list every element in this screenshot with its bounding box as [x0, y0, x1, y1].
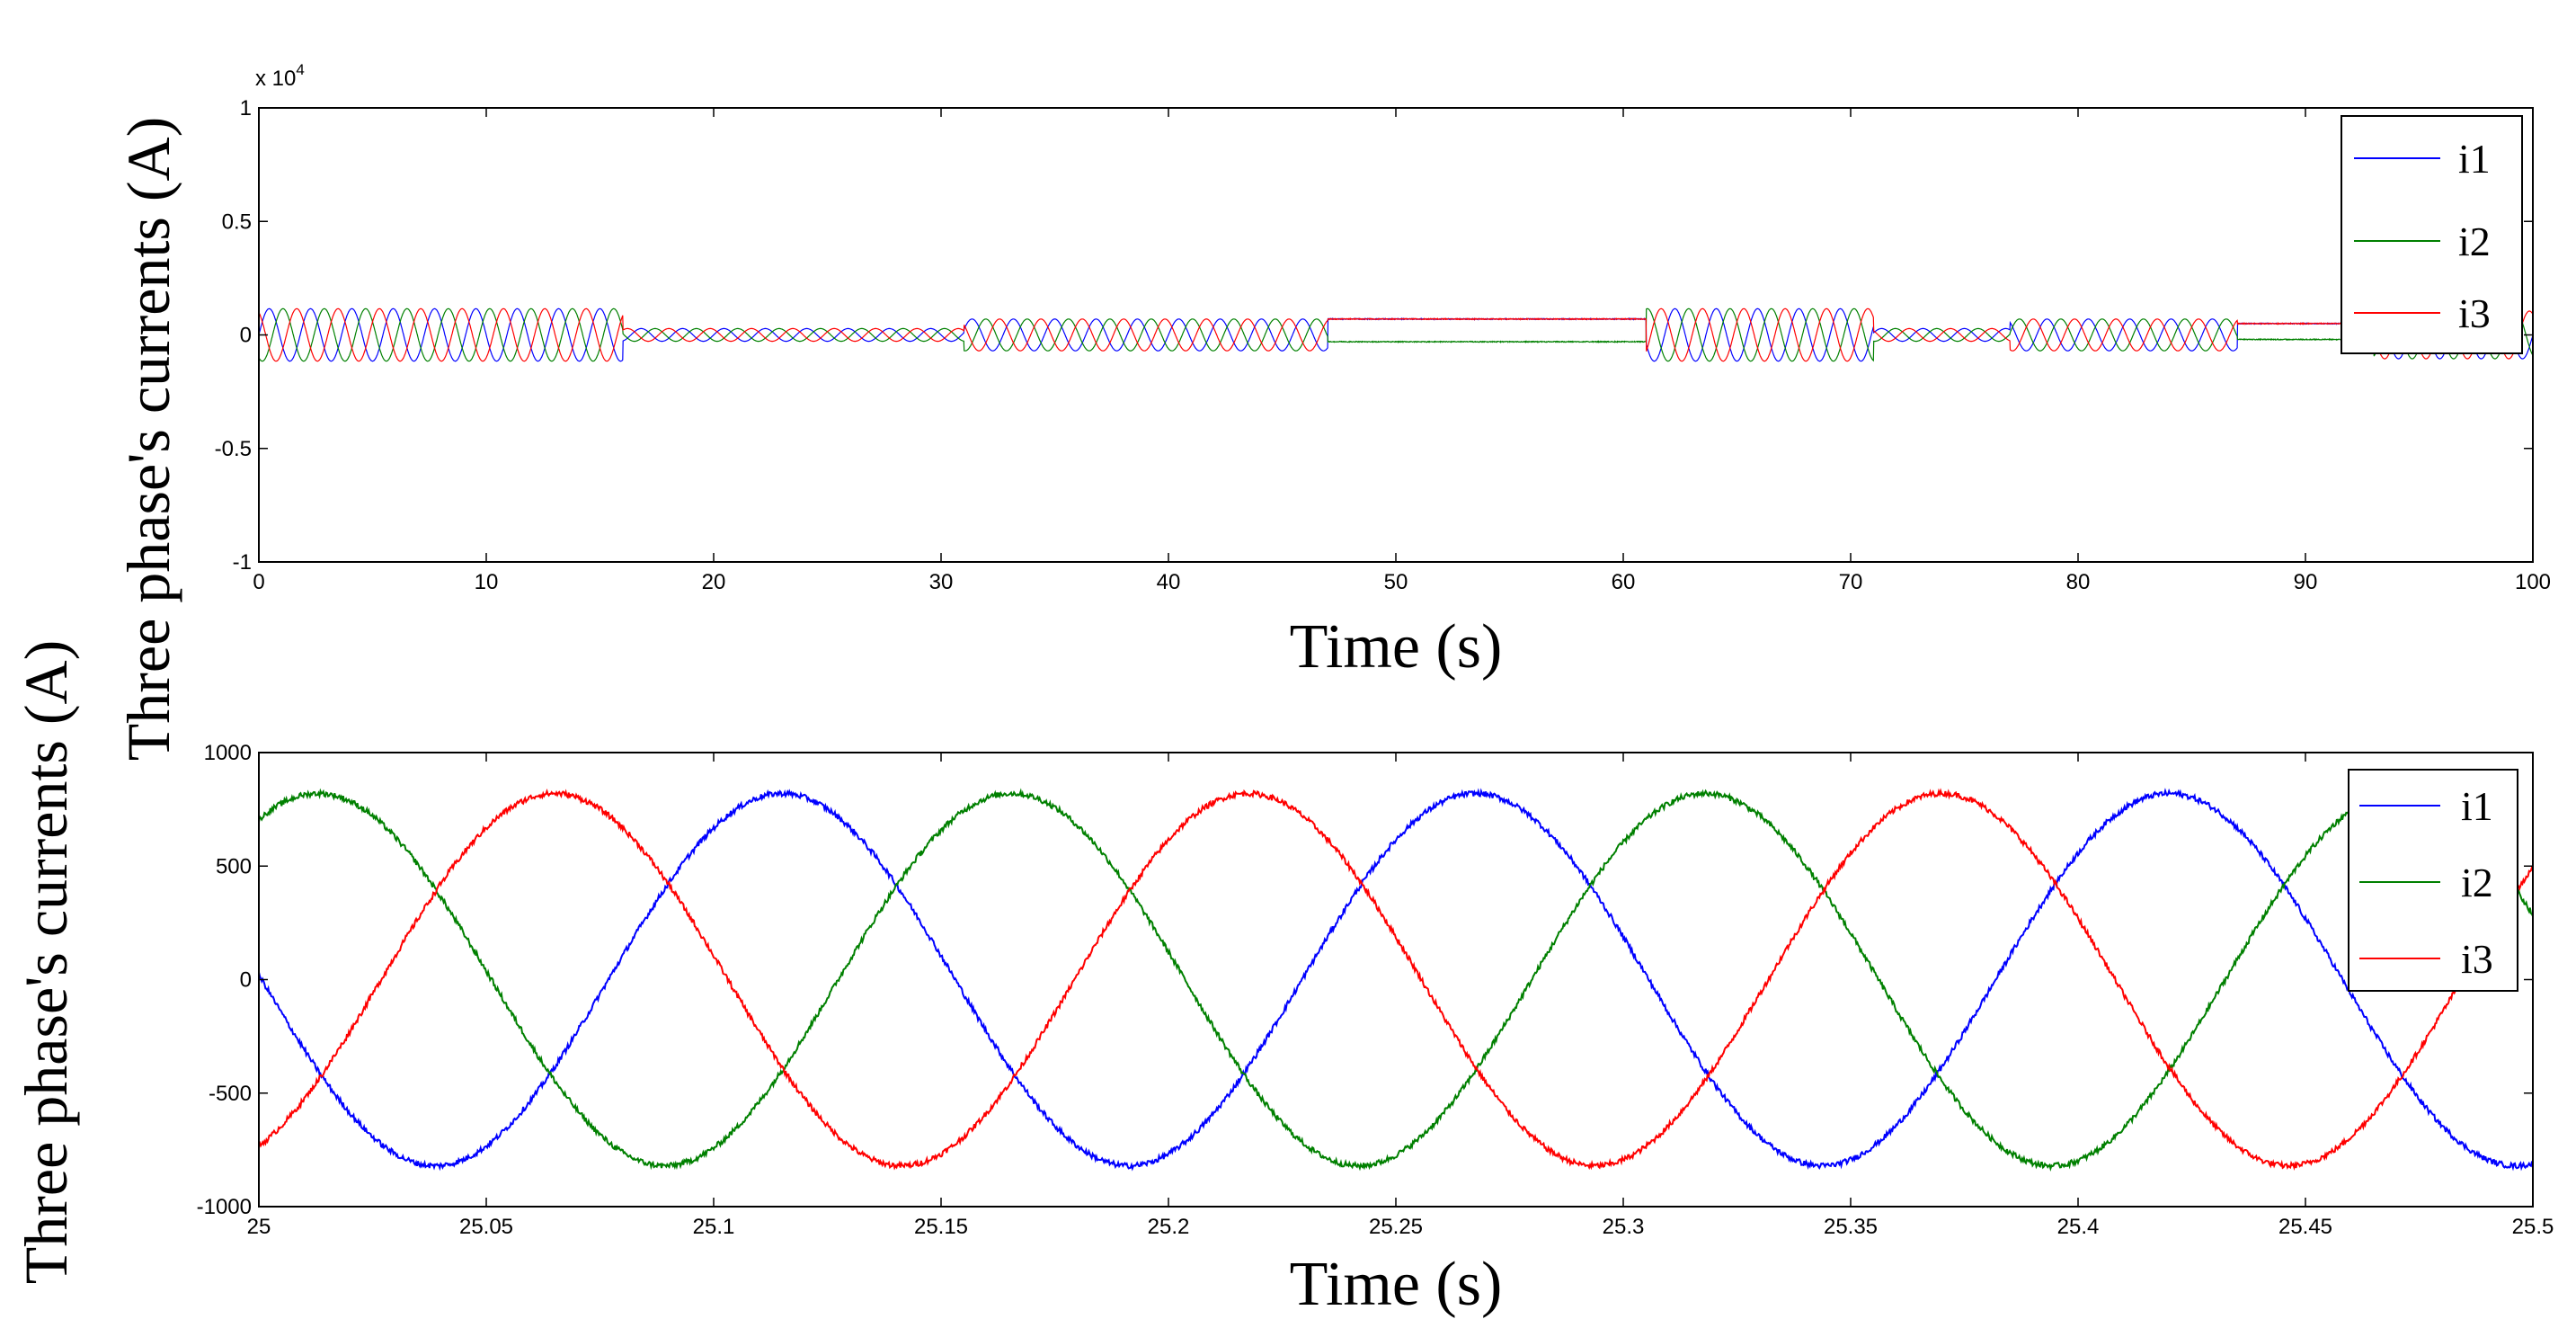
top-x-tick-label: 60 [1612, 570, 1636, 594]
top-x-tick-label: 0 [253, 570, 264, 594]
bottom-series-line-i1 [258, 788, 2534, 1172]
bottom-series-line-i2 [258, 788, 2534, 1172]
top-x-tick-label: 40 [1157, 570, 1181, 594]
top-legend: i1 i2 i3 [2341, 115, 2523, 354]
bottom-y-tick-label: 0 [240, 968, 252, 993]
bottom-series-group [258, 788, 2534, 1172]
top-x-tick-label: 80 [2066, 570, 2091, 594]
top-panel: 0 10 20 30 40 50 60 70 80 90 100-1-0.500.51 x 104 … [114, 61, 2551, 761]
top-legend-label-i2: i2 [2458, 218, 2491, 264]
top-x-tick-label: 100 [2515, 570, 2551, 594]
top-x-axis-label: Time (s) [1290, 612, 1503, 682]
top-x-tick-label: 10 [475, 570, 499, 594]
bottom-x-tick-label: 25.45 [2278, 1215, 2332, 1239]
bottom-panel: 25 25.05 25.1 25.15 25.2 25.25 25.3 25.35 25.4 25… [12, 640, 2554, 1319]
top-y-tick-label: -1 [233, 550, 252, 575]
bottom-y-axis-label: Three phase's currents (A) [12, 640, 80, 1285]
bottom-x-axis-label: Time (s) [1290, 1250, 1503, 1319]
bottom-x-tick-label: 25.3 [1603, 1215, 1645, 1239]
bottom-x-tick-label: 25.05 [459, 1215, 513, 1239]
top-series-group [258, 308, 2534, 362]
bottom-legend: i1 i2 i3 [2348, 769, 2518, 992]
bottom-x-tick-label: 25.5 [2512, 1215, 2554, 1239]
bottom-y-tick-label: 1000 [204, 741, 252, 765]
top-y-tick-label: 1 [240, 96, 252, 120]
top-legend-label-i3: i3 [2458, 290, 2491, 336]
top-x-tick-label: 50 [1384, 570, 1408, 594]
bottom-y-tick-label: -500 [209, 1082, 252, 1106]
bottom-legend-label-i2: i2 [2461, 860, 2493, 905]
top-legend-box [2341, 115, 2523, 354]
bottom-x-tick-label: 25.4 [2057, 1215, 2100, 1239]
bottom-axis-ticks: 25 25.05 25.1 25.15 25.2 25.25 25.3 25.35 25.4 25… [197, 741, 2554, 1239]
top-x-tick-label: 20 [702, 570, 726, 594]
bottom-legend-label-i3: i3 [2461, 936, 2493, 982]
top-y-axis-label: Three phase's currents (A) [114, 117, 182, 762]
top-y-multiplier: x 104 [255, 61, 305, 91]
top-x-tick-label: 70 [1839, 570, 1863, 594]
bottom-x-tick-label: 25.1 [693, 1215, 735, 1239]
top-y-tick-label: 0 [240, 324, 252, 348]
bottom-plot-background [259, 753, 2533, 1207]
bottom-x-tick-label: 25.25 [1369, 1215, 1423, 1239]
top-axis-ticks: 0 10 20 30 40 50 60 70 80 90 100 -1 -0.5 0 0.5 1 [215, 96, 2551, 594]
top-y-tick-label: 0.5 [222, 209, 252, 234]
top-x-tick-label: 30 [929, 570, 954, 594]
top-series-line-i3 [258, 308, 2534, 362]
bottom-y-tick-label: 500 [216, 854, 252, 878]
bottom-legend-label-i1: i1 [2461, 783, 2493, 829]
bottom-x-tick-label: 25.15 [914, 1215, 968, 1239]
top-series-line-i2 [258, 308, 2534, 362]
bottom-series-line-i3 [258, 788, 2534, 1171]
bottom-x-tick-label: 25 [247, 1215, 271, 1239]
top-x-tick-label: 90 [2294, 570, 2318, 594]
top-y-tick-label: -0.5 [215, 437, 252, 461]
bottom-y-tick-label: -1000 [197, 1195, 252, 1219]
bottom-x-tick-label: 25.2 [1148, 1215, 1190, 1239]
bottom-x-tick-label: 25.35 [1824, 1215, 1878, 1239]
top-legend-label-i1: i1 [2458, 136, 2491, 182]
top-plot-background [259, 108, 2533, 562]
